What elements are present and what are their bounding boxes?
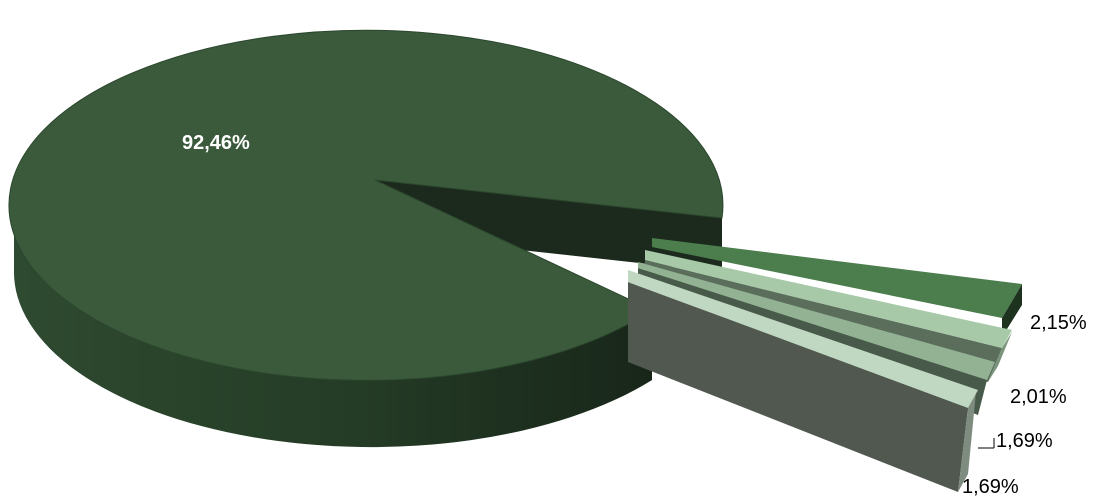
pie-slice-4-top [638, 262, 995, 380]
pie-slice-2-top [652, 238, 1022, 318]
pie-slice-5-right-face [958, 392, 976, 492]
pie-slices [8, 29, 1022, 492]
leader-line-4 [978, 438, 995, 449]
pie-slice-3-right-face [988, 332, 1012, 382]
pie-slice-1 [8, 29, 724, 448]
data-label-5: 1,69% [962, 476, 1019, 498]
data-label-2: 2,15% [1030, 312, 1087, 334]
data-label-4: 1,69% [996, 430, 1053, 452]
pie-slice-5-top [628, 270, 978, 408]
data-label-1: 92,46% [182, 132, 250, 154]
pie-slice-3-top [645, 250, 1012, 348]
pie-slice-2 [652, 238, 1022, 337]
data-label-3: 2,01% [1010, 386, 1067, 408]
pie-slice-5 [628, 270, 978, 492]
pie-slice-1-top [8, 29, 724, 381]
pie-slice-1-side [13, 195, 652, 448]
pie-slice-2-side [1002, 284, 1022, 337]
pie-slice-5-side [628, 282, 968, 492]
pie-slice-1-cut-face [375, 180, 722, 272]
